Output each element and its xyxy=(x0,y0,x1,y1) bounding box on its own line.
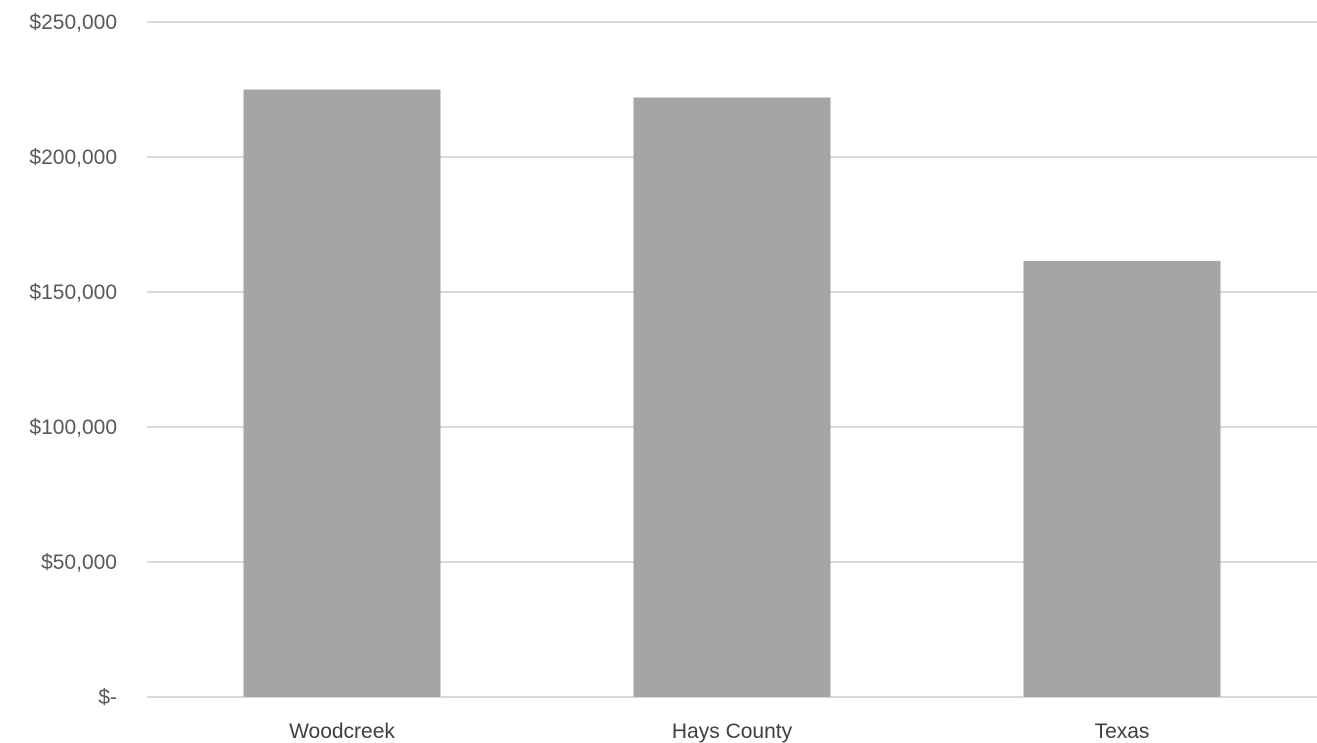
y-tick-label: $250,000 xyxy=(29,11,117,34)
bar-texas xyxy=(1023,260,1221,697)
y-tick-label: $50,000 xyxy=(41,551,117,574)
bar-woodcreek xyxy=(243,89,441,697)
x-category-label: Woodcreek xyxy=(289,720,395,743)
y-tick-label: $- xyxy=(98,686,117,709)
bars xyxy=(243,89,1221,698)
y-tick-label: $100,000 xyxy=(29,416,117,439)
x-category-label: Texas xyxy=(1095,720,1150,743)
bar-hays-county xyxy=(633,97,831,698)
x-category-label: Hays County xyxy=(672,720,793,743)
y-tick-label: $150,000 xyxy=(29,281,117,304)
x-axis-category-labels: Woodcreek Hays County Texas xyxy=(289,720,1149,743)
y-axis-tick-labels: $- $50,000 $100,000 $150,000 $200,000 $250,00… xyxy=(29,11,117,709)
y-tick-label: $200,000 xyxy=(29,146,117,169)
